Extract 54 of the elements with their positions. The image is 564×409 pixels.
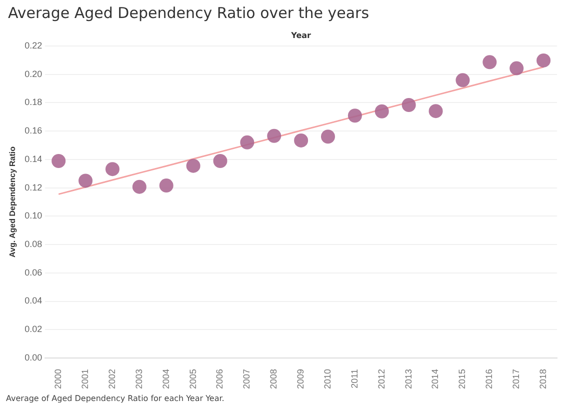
x-tick-label: 2008 bbox=[268, 368, 279, 390]
y-tick-label: 0.14 bbox=[24, 154, 42, 164]
point bbox=[213, 154, 228, 168]
y-tick-label: 0.02 bbox=[24, 324, 42, 334]
point bbox=[482, 55, 497, 70]
x-tick-label: 2006 bbox=[214, 368, 225, 390]
y-tick-label: 0.06 bbox=[24, 267, 42, 278]
y-tick-label: 0.08 bbox=[24, 239, 42, 250]
chart-title: Average Aged Dependency Ratio over the years bbox=[8, 4, 370, 22]
x-tick-label: 2000 bbox=[53, 368, 64, 390]
point bbox=[240, 135, 254, 150]
x-tick-label: 2002 bbox=[106, 368, 117, 390]
point bbox=[105, 162, 120, 176]
point bbox=[294, 133, 308, 148]
point bbox=[456, 73, 470, 88]
x-tick-label: 2001 bbox=[80, 368, 90, 390]
point bbox=[186, 158, 200, 173]
x-tick-label: 2013 bbox=[403, 368, 414, 390]
x-tick-label: 2009 bbox=[296, 368, 306, 390]
y-tick-label: 0.00 bbox=[24, 352, 42, 362]
x-tick-label: 2007 bbox=[242, 368, 252, 390]
point bbox=[402, 98, 416, 112]
y-tick-label: 0.20 bbox=[24, 68, 42, 79]
point bbox=[428, 104, 443, 118]
x-tick-label: 2012 bbox=[376, 368, 386, 390]
x-tick-label: 2015 bbox=[457, 368, 468, 390]
x-tick-label: 2018 bbox=[538, 368, 548, 390]
x-tick-label: 2004 bbox=[160, 368, 171, 390]
y-tick-label: 0.12 bbox=[24, 182, 42, 192]
point bbox=[78, 174, 93, 188]
y-tick-label: 0.18 bbox=[24, 97, 42, 108]
point bbox=[321, 130, 335, 144]
point bbox=[159, 178, 174, 193]
x-tick-label: 2016 bbox=[484, 368, 494, 390]
text: Average of Aged Dependency Ratio for each Year Year. bbox=[6, 394, 224, 403]
x-tick-label: 2017 bbox=[511, 368, 522, 390]
point bbox=[267, 128, 282, 143]
y-tick-label: 0.16 bbox=[24, 126, 42, 136]
x-axis-title: Year bbox=[290, 31, 312, 40]
x-tick-label: 2005 bbox=[188, 368, 198, 390]
point bbox=[510, 61, 524, 76]
point bbox=[536, 53, 551, 68]
x-tick-label: 2003 bbox=[134, 368, 144, 390]
point bbox=[348, 108, 362, 123]
x-tick-label: 2011 bbox=[349, 368, 360, 388]
x-tick-label: 2010 bbox=[322, 368, 332, 390]
point bbox=[52, 154, 66, 168]
point bbox=[132, 180, 146, 194]
point bbox=[374, 104, 389, 118]
y-axis-title: Avg. Aged Dependency Ratio bbox=[8, 146, 18, 258]
x-tick-label: 2014 bbox=[430, 368, 440, 390]
y-tick-label: 0.10 bbox=[24, 210, 42, 221]
y-tick-label: 0.22 bbox=[24, 40, 42, 50]
y-tick-label: 0.04 bbox=[24, 296, 42, 306]
